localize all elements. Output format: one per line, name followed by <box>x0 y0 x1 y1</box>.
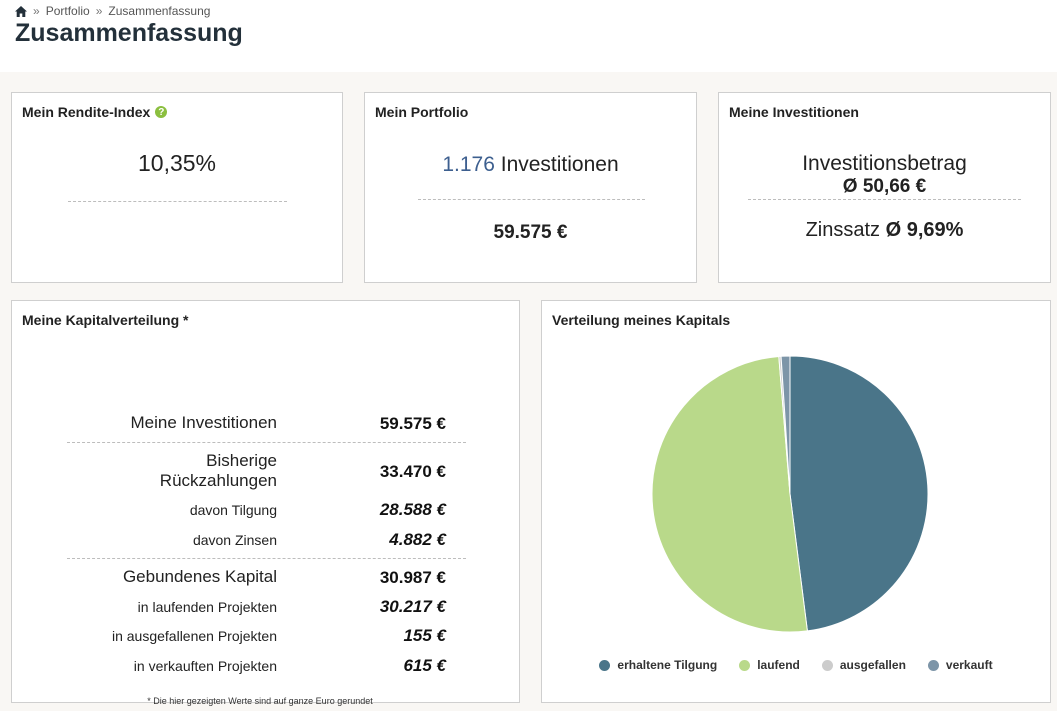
legend-item-3[interactable]: verkauft <box>927 658 993 672</box>
row-value: 33.470 € <box>379 462 446 481</box>
investment-count: 1.176 Investitionen <box>365 153 696 177</box>
portfolio-total: 59.575 € <box>493 222 568 243</box>
row-label: davon Tilgung <box>189 502 277 518</box>
legend-marker <box>739 659 751 671</box>
interest-rate-label: Zinssatz <box>805 219 881 241</box>
legend-item-0[interactable]: erhaltene Tilgung <box>599 658 717 672</box>
row-label: Gebundenes Kapital <box>122 567 277 586</box>
breadcrumb-current: Zusammenfassung <box>108 4 211 18</box>
investments-title: Meine Investitionen <box>729 104 859 120</box>
row-label-line: Bisherige <box>206 451 277 470</box>
row-value: 28.588 € <box>379 500 446 519</box>
pie-slice-1[interactable] <box>651 355 808 633</box>
interest-rate-value: Ø 9,69% <box>885 219 964 241</box>
investment-amount-label: Investitionsbetrag <box>802 152 967 175</box>
breadcrumb: » Portfolio » Zusammenfassung <box>15 4 210 18</box>
investment-count-label: Investitionen <box>500 153 619 176</box>
card-title: Mein Rendite-Index ? <box>22 104 168 120</box>
pie-chart <box>651 355 929 633</box>
capital-distribution-title: Meine Kapitalverteilung * <box>22 312 189 328</box>
row-value: 59.575 € <box>379 414 446 433</box>
legend-marker <box>821 659 833 671</box>
divider <box>748 199 1021 200</box>
capital-pie-card: Verteilung meines Kapitals erhaltene Til… <box>541 300 1051 703</box>
row-value: 155 € <box>403 626 446 645</box>
row-label: in laufenden Projekten <box>137 599 277 615</box>
interest-rate: Zinssatz Ø 9,69% <box>719 219 1050 242</box>
legend-label: laufend <box>757 658 800 672</box>
rendite-index-card: Mein Rendite-Index ? 10,35% <box>11 92 343 283</box>
row-value: 4.882 € <box>389 530 446 549</box>
divider <box>67 442 466 443</box>
breadcrumb-portfolio-link[interactable]: Portfolio <box>45 4 90 18</box>
legend-label: verkauft <box>945 658 993 672</box>
breadcrumb-separator: » <box>33 4 40 18</box>
row-value: 30.987 € <box>379 568 446 587</box>
chart-title: Verteilung meines Kapitals <box>552 312 731 328</box>
row-label-line: Rückzahlungen <box>159 471 277 490</box>
capital-distribution-card: Meine Kapitalverteilung * Meine Investit… <box>11 300 520 703</box>
page-title: Zusammenfassung <box>15 19 243 47</box>
rendite-index-title: Mein Rendite-Index <box>22 104 151 120</box>
legend-item-1[interactable]: laufend <box>739 658 800 672</box>
footnote: * Die hier gezeigten Werte sind auf ganz… <box>147 696 373 706</box>
portfolio-card: Mein Portfolio 1.176 Investitionen 59.57… <box>364 92 697 283</box>
legend-item-2[interactable]: ausgefallen <box>821 658 906 672</box>
pie-slice-3[interactable] <box>780 355 791 495</box>
chart-legend: erhaltene Tilgung laufend ausgefallen verka… <box>542 658 1050 672</box>
home-icon[interactable] <box>15 5 27 17</box>
investment-count-value: 1.176 <box>442 153 495 176</box>
investments-card: Meine Investitionen Investitionsbetrag Ø… <box>718 92 1051 283</box>
help-icon[interactable]: ? <box>155 106 168 118</box>
row-label: in verkauften Projekten <box>133 658 277 674</box>
breadcrumb-separator: » <box>95 4 103 18</box>
dashboard-content: Mein Rendite-Index ? 10,35% Mein Portfol… <box>0 72 1057 711</box>
investment-amount-value: Ø 50,66 € <box>842 176 927 197</box>
legend-label: erhaltene Tilgung <box>617 658 718 672</box>
divider <box>418 199 645 200</box>
row-label: Bisherige Rückzahlungen <box>160 451 277 491</box>
page-header: » Portfolio » Zusammenfassung Zusammenfa… <box>0 0 1057 72</box>
legend-marker <box>927 659 939 671</box>
row-label: Meine Investitionen <box>130 413 277 432</box>
legend-marker <box>599 659 611 671</box>
row-value: 30.217 € <box>379 597 446 616</box>
row-label: in ausgefallenen Projekten <box>111 628 277 644</box>
pie-slice-0[interactable] <box>789 355 929 632</box>
divider <box>67 558 466 559</box>
row-label: davon Zinsen <box>192 532 277 548</box>
portfolio-title: Mein Portfolio <box>375 104 469 120</box>
row-value: 615 € <box>403 656 446 675</box>
rendite-index-value: 10,35% <box>137 150 216 176</box>
legend-label: ausgefallen <box>839 658 906 672</box>
divider <box>68 201 287 202</box>
